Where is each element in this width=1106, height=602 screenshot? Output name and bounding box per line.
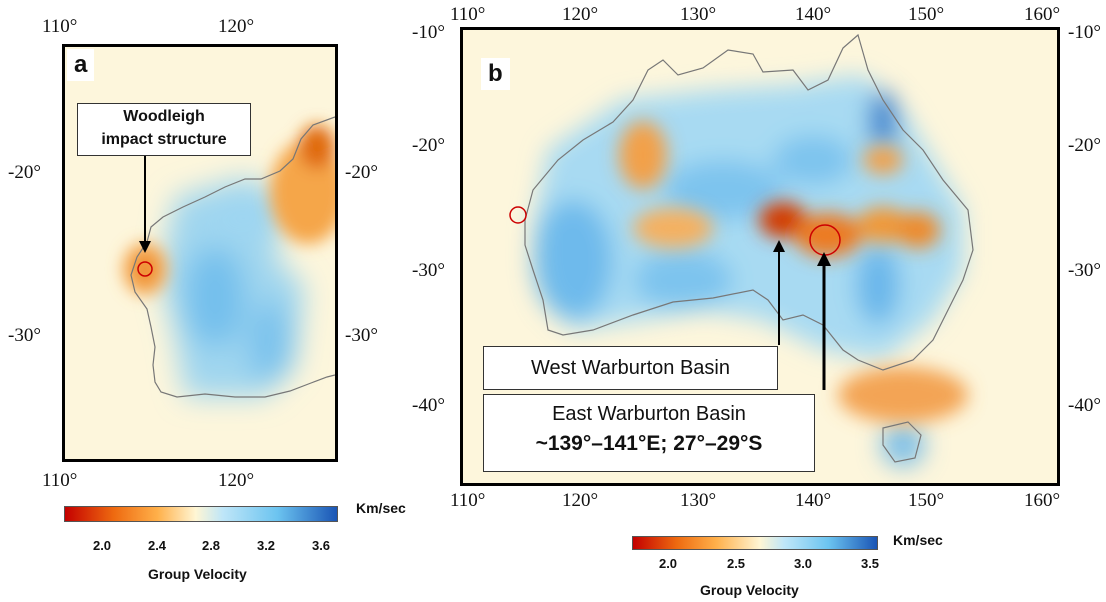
panel-a-colorbar: [64, 506, 338, 522]
west-arrow-head: [773, 240, 785, 252]
woodleigh-marker: [137, 261, 153, 277]
panel-b-colorbar-unit: Km/sec: [893, 532, 943, 548]
panel-b-colorbar: [632, 536, 878, 550]
panel-a-left-tick: -30°: [8, 325, 41, 346]
panel-b-top-tick: 140°: [795, 4, 832, 25]
panel-a-colorbar-title: Group Velocity: [148, 566, 247, 582]
panel-a-top-tick: 110°: [42, 16, 78, 37]
east-warburton-callout: East Warburton Basin ~139°–141°E; 27°–29…: [483, 394, 815, 472]
panel-a-colorbar-tick: 2.0: [92, 538, 112, 553]
panel-b-map-graphic: [509, 33, 974, 467]
east-warburton-callout-line2: ~139°–141°E; 27°–29°S: [535, 432, 763, 455]
panel-b-left-tick: -10°: [412, 22, 445, 43]
panel-b-top-tick: 160°: [1024, 4, 1061, 25]
panel-b-left-tick: -20°: [412, 135, 445, 156]
panel-b-colorbar-title: Group Velocity: [700, 582, 799, 598]
panel-b-bottom-tick: 150°: [908, 490, 945, 511]
panel-b-letter: b: [481, 58, 510, 90]
panel-a-right-tick: -20°: [345, 162, 378, 183]
panel-a-bottom-tick: 110°: [42, 470, 78, 491]
panel-a-bottom-tick: 120°: [218, 470, 255, 491]
callout-arrow-head: [139, 241, 151, 253]
east-arrow-head: [817, 252, 831, 266]
coastline: [130, 116, 335, 398]
panel-a-colorbar-unit: Km/sec: [356, 500, 406, 516]
panel-b-colorbar-tick: 3.5: [860, 556, 880, 571]
woodleigh-marker: [509, 206, 527, 224]
panel-a-colorbar-tick: 3.6: [311, 538, 331, 553]
panel-a-colorbar-tick: 3.2: [256, 538, 276, 553]
panel-a-letter: a: [67, 49, 95, 81]
panel-b-left-tick: -30°: [412, 260, 445, 281]
panel-a-map-graphic: [123, 116, 335, 398]
panel-b-colorbar-tick: 2.5: [726, 556, 746, 571]
panel-b-bottom-tick: 160°: [1024, 490, 1061, 511]
panel-b-top-tick: 130°: [680, 4, 717, 25]
panel-b-left-tick: -40°: [412, 395, 445, 416]
panel-b-right-tick: -30°: [1068, 260, 1101, 281]
panel-b-top-tick: 150°: [908, 4, 945, 25]
panel-b-colorbar-tick: 3.0: [793, 556, 813, 571]
panel-b-right-tick: -10°: [1068, 22, 1101, 43]
panel-b-top-tick: 120°: [562, 4, 599, 25]
east-warburton-callout-line1: East Warburton Basin: [552, 403, 746, 425]
woodleigh-callout-line2: impact structure: [101, 131, 227, 148]
panel-a-right-tick: -30°: [345, 325, 378, 346]
panel-b-map: b West Warburton Basin East Warburton Ba…: [460, 27, 1060, 486]
panel-a-colorbar-tick: 2.4: [147, 538, 167, 553]
panel-a-left-tick: -20°: [8, 162, 41, 183]
west-warburton-callout: West Warburton Basin: [483, 346, 778, 390]
panel-b-bottom-tick: 120°: [562, 490, 599, 511]
panel-a-map: a Woodleigh impact structure: [62, 44, 338, 462]
panel-b-right-tick: -40°: [1068, 395, 1101, 416]
woodleigh-callout: Woodleigh impact structure: [77, 103, 251, 156]
panel-a-colorbar-tick: 2.8: [201, 538, 221, 553]
tasmania-coast: [882, 421, 922, 463]
panel-a-top-tick: 120°: [218, 16, 255, 37]
woodleigh-callout-line1: Woodleigh: [123, 108, 205, 125]
panel-b-bottom-tick: 130°: [680, 490, 717, 511]
panel-b-bottom-tick: 140°: [795, 490, 832, 511]
panel-b-right-tick: -20°: [1068, 135, 1101, 156]
panel-b-bottom-tick: 110°: [450, 490, 486, 511]
panel-b-colorbar-tick: 2.0: [658, 556, 678, 571]
panel-b-top-tick: 110°: [450, 4, 486, 25]
coastline: [524, 33, 974, 371]
